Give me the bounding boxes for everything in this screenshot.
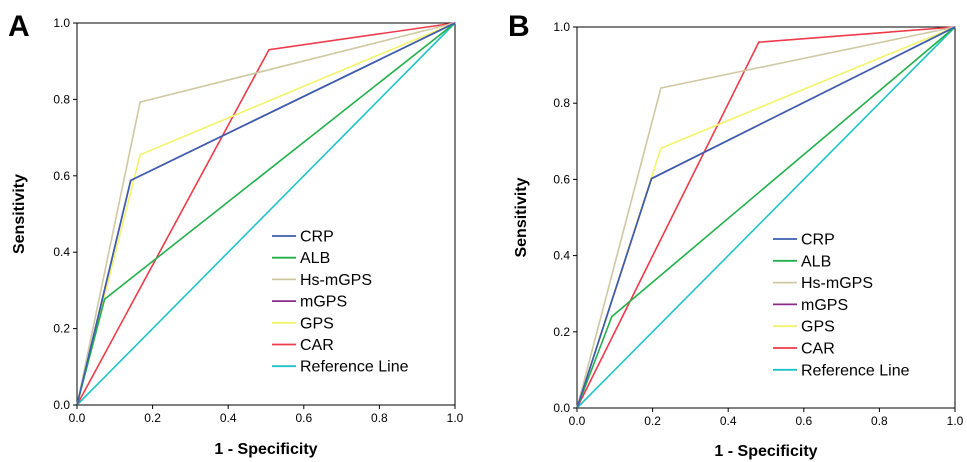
x-tick-label: 1.0 [947, 414, 964, 428]
y-tick-label: 0.0 [53, 398, 70, 412]
y-tick-label: 0.8 [553, 96, 570, 110]
legend-label: Hs-mGPS [801, 275, 873, 292]
plot-frame [576, 26, 956, 409]
plot-frame [76, 22, 456, 406]
series-line-hs-mgps [576, 26, 956, 409]
series-line-car [576, 26, 956, 409]
panel-letter: A [8, 10, 30, 43]
y-tick-label: 1.0 [53, 16, 70, 30]
chart-panel-a: A 0.0 0.2 0.4 0.6 0.8 1.0 0.0 0.2 0.4 0.6 0.8 1.0 1 -… [8, 10, 464, 458]
x-tick-label: 0.0 [569, 414, 586, 428]
y-tick-label: 0.8 [53, 92, 70, 106]
x-tick-label: 0.8 [871, 414, 888, 428]
x-axis-title: 1 - Specificity [714, 443, 817, 460]
series-line-hs-mgps [76, 22, 456, 406]
legend-label: GPS [801, 319, 835, 336]
series-line-alb [576, 26, 956, 409]
legend-label: CRP [801, 232, 835, 249]
x-axis-title: 1 - Specificity [214, 441, 317, 458]
y-tick-label: 0.6 [553, 172, 570, 186]
legend-label: Hs-mGPS [300, 272, 372, 289]
x-tick-label: 0.8 [371, 411, 388, 425]
y-axis-title: Sensitivity [11, 174, 28, 254]
legend-label: CRP [300, 229, 334, 246]
series-line-reference-line [576, 26, 956, 409]
legend-label: ALB [300, 250, 330, 267]
y-tick-label: 0.4 [553, 249, 570, 263]
y-tick-label: 0.2 [553, 325, 570, 339]
y-tick-label: 0.6 [53, 169, 70, 183]
y-tick-label: 0.0 [553, 401, 570, 415]
y-tick-label: 0.2 [53, 322, 70, 336]
panel-letter: B [508, 10, 530, 43]
x-tick-label: 0.6 [295, 411, 312, 425]
y-tick-label: 0.4 [53, 245, 70, 259]
legend-label: CAR [300, 337, 334, 354]
series-line-reference-line [76, 22, 456, 406]
series-line-car [76, 22, 456, 406]
y-tick-label: 1.0 [553, 20, 570, 34]
x-tick-label: 1.0 [447, 411, 464, 425]
legend-label: GPS [300, 315, 334, 332]
legend-label: mGPS [300, 294, 347, 311]
chart-panel-b: B 0.0 0.2 0.4 0.6 0.8 1.0 0.0 0.2 0.4 0.6 0.8 1.0 1 -… [508, 10, 964, 460]
x-tick-label: 0.2 [644, 414, 661, 428]
x-tick-label: 0.4 [220, 411, 237, 425]
legend: CRP ALB Hs-mGPS mGPS GPS CAR Reference Line [773, 232, 910, 379]
legend-label: ALB [801, 253, 831, 270]
series-line-crp [576, 26, 956, 409]
x-tick-label: 0.6 [795, 414, 812, 428]
legend-label: mGPS [801, 297, 848, 314]
x-tick-label: 0.2 [144, 411, 161, 425]
series-line-crp [76, 22, 456, 406]
x-tick-label: 0.0 [69, 411, 86, 425]
y-axis-title: Sensitivity [513, 177, 530, 257]
legend: CRP ALB Hs-mGPS mGPS GPS CAR Reference Line [272, 229, 409, 376]
legend-label: Reference Line [300, 359, 409, 376]
x-tick-label: 0.4 [720, 414, 737, 428]
legend-label: CAR [801, 341, 835, 358]
legend-label: Reference Line [801, 362, 910, 379]
